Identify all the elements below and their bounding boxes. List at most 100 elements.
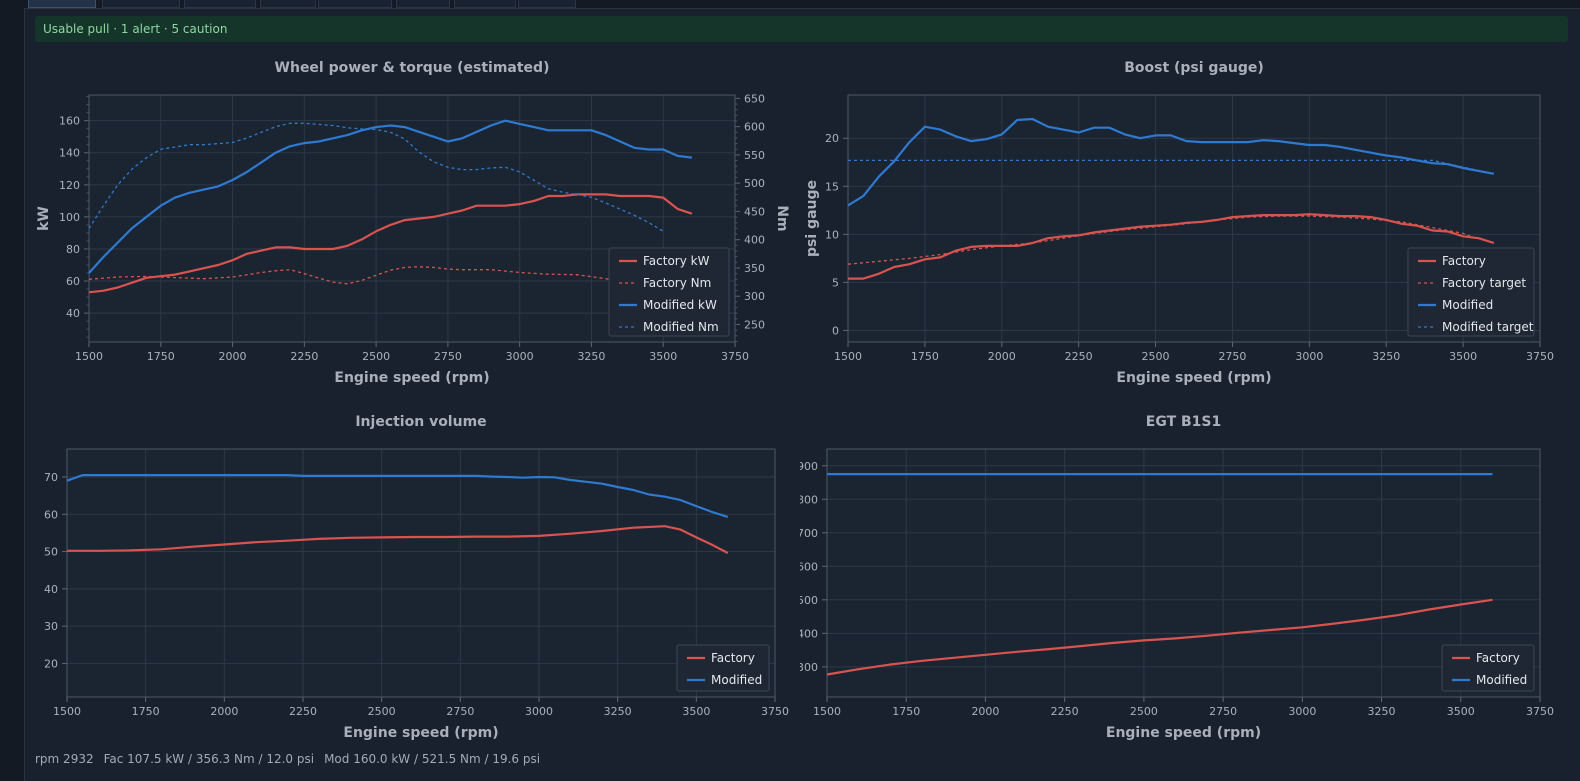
x-tick-label: 1500 — [53, 705, 81, 718]
tab-7[interactable] — [454, 0, 516, 8]
y2-tick-label: 400 — [744, 234, 765, 247]
series-line-modified-kw — [88, 119, 693, 274]
series-line-modified — [66, 473, 729, 518]
legend-item-label: Factory target — [1442, 276, 1526, 290]
status-banner-text: Usable pull · 1 alert · 5 caution — [43, 22, 228, 36]
plot-area — [67, 449, 775, 697]
y-tick-label: 60 — [44, 508, 58, 521]
chart-title: EGT B1S1 — [1146, 414, 1221, 430]
y-tick-label: 5 — [832, 276, 839, 289]
y2-tick-label: 450 — [744, 205, 765, 218]
y-tick-label: 50 — [44, 546, 58, 559]
x-tick-label: 2000 — [988, 350, 1016, 363]
legend-item-label: Factory kW — [643, 254, 710, 268]
tab-1[interactable] — [28, 0, 96, 8]
y2-tick-label: 500 — [744, 177, 765, 190]
y2-tick-label: 600 — [744, 121, 765, 134]
x-tick-label: 2750 — [446, 705, 474, 718]
x-tick-label: 2750 — [1209, 705, 1237, 718]
series-line-modified — [847, 117, 1495, 207]
legend-item-label: Modified — [711, 673, 762, 687]
x-tick-label: 2500 — [368, 705, 396, 718]
x-tick-label: 2250 — [1065, 350, 1093, 363]
y-tick-label: 400 — [800, 627, 818, 640]
y-tick-label: 30 — [44, 620, 58, 633]
x-tick-label: 1750 — [892, 705, 920, 718]
y2-tick-label: 250 — [744, 318, 765, 331]
chart-wheel-power-torque: 1500 1750 2000 2250 2500 2750 3000 3250 3500 3750… — [36, 60, 790, 386]
x-tick-label: 3500 — [1447, 705, 1475, 718]
y-tick-label: 900 — [800, 460, 818, 473]
y-tick-label: 500 — [800, 594, 818, 607]
x-tick-label: 1500 — [834, 350, 862, 363]
series-line-factory-nm — [88, 266, 678, 291]
tab-5[interactable] — [318, 0, 392, 8]
x-tick-label: 3500 — [682, 705, 710, 718]
y2-axis-label: Nm — [774, 205, 790, 231]
x-tick-label: 3500 — [1449, 350, 1477, 363]
x-axis-label: Engine speed (rpm) — [1106, 725, 1261, 741]
legend-item-label: Modified Nm — [643, 320, 719, 334]
x-tick-label: 2250 — [289, 705, 317, 718]
y-tick-label: 700 — [800, 527, 818, 540]
legend: Factory Modified — [1441, 644, 1535, 692]
readout-modified: Mod 160.0 kW / 521.5 Nm / 19.6 psi — [324, 752, 541, 766]
x-tick-label: 3250 — [1372, 350, 1400, 363]
plot-area — [827, 449, 1540, 697]
y-tick-label: 120 — [59, 179, 80, 192]
y2-tick-label: 650 — [744, 92, 765, 105]
x-tick-label: 3750 — [1526, 705, 1554, 718]
x-tick-label: 3000 — [1295, 350, 1323, 363]
series-line-modified-target — [848, 159, 1495, 175]
readout-factory: Fac 107.5 kW / 356.3 Nm / 12.0 psi — [103, 752, 315, 766]
y-tick-label: 800 — [800, 493, 818, 506]
legend-item-label: Modified target — [1442, 320, 1534, 334]
x-tick-label: 3750 — [721, 350, 749, 363]
chart-title: Wheel power & torque (estimated) — [275, 60, 550, 76]
y2-tick-label: 350 — [744, 262, 765, 275]
x-tick-label: 3250 — [604, 705, 632, 718]
x-tick-label: 2000 — [971, 705, 999, 718]
x-tick-label: 1500 — [813, 705, 841, 718]
series-line-factory-kw — [88, 193, 693, 294]
tab-2[interactable] — [102, 0, 180, 8]
series-line-factory — [67, 525, 729, 554]
legend-item-label: Factory — [1476, 651, 1520, 665]
x-tick-label: 2500 — [362, 350, 390, 363]
y-tick-label: 140 — [59, 147, 80, 160]
tab-6[interactable] — [396, 0, 450, 8]
x-tick-label: 1750 — [911, 350, 939, 363]
plot-frame — [847, 94, 1541, 343]
series-line-factory-target — [847, 215, 1479, 265]
y-tick-label: 70 — [44, 471, 58, 484]
legend: Factory kW Factory Nm Modified kW Modified … — [608, 247, 730, 337]
y-tick-label: 40 — [44, 583, 58, 596]
x-tick-label: 3500 — [649, 350, 677, 363]
legend-item-label: Modified — [1476, 673, 1527, 687]
legend-item-label: Factory Nm — [643, 276, 711, 290]
series-line-factory — [826, 598, 1493, 676]
tab-3[interactable] — [184, 0, 256, 8]
y-tick-label: 40 — [66, 307, 80, 320]
tab-8[interactable] — [518, 0, 576, 8]
x-tick-label: 3000 — [525, 705, 553, 718]
x-tick-label: 1500 — [75, 350, 103, 363]
legend-box — [1407, 247, 1535, 337]
x-tick-label: 2250 — [1051, 705, 1079, 718]
series-line-modified-nm — [88, 122, 664, 232]
legend-box — [608, 247, 730, 337]
y-tick-label: 60 — [66, 275, 80, 288]
x-axis-label: Engine speed (rpm) — [1116, 370, 1271, 386]
tab-4[interactable] — [260, 0, 316, 8]
x-tick-label: 3750 — [1526, 350, 1554, 363]
x-tick-label: 2750 — [434, 350, 462, 363]
x-tick-label: 2000 — [210, 705, 238, 718]
y2-tick-label: 300 — [744, 290, 765, 303]
legend-item-label: Factory — [1442, 254, 1486, 268]
x-tick-label: 2000 — [219, 350, 247, 363]
y-tick-label: 80 — [66, 243, 80, 256]
x-tick-label: 3750 — [761, 705, 789, 718]
chart-egt-b1s1: 1500 1750 2000 2250 2500 2750 3000 3250 3500 3750… — [800, 414, 1554, 741]
x-axis-label: Engine speed (rpm) — [343, 725, 498, 741]
legend-item-label: Modified — [1442, 298, 1493, 312]
